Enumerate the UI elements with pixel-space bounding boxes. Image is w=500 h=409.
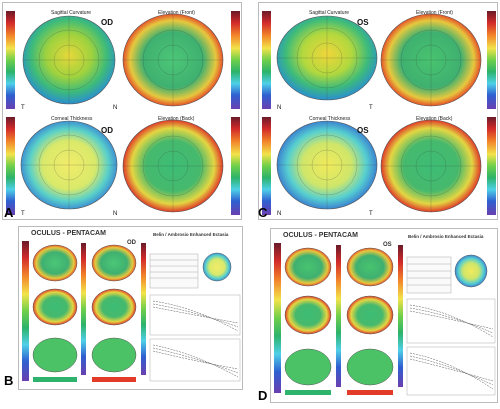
panel-c-map-1-title: Sagittal Curvature [309, 10, 349, 16]
panel-c-letter: C [258, 205, 268, 220]
panel-c-eye-label-2: OS [357, 126, 369, 135]
panel-a-nasal: N [113, 105, 117, 111]
panel-a-map-1-title: Sagittal Curvature [51, 10, 91, 16]
panel-d: OCULUS - PENTACAM Belin / Ambrosio Enhan… [270, 228, 498, 403]
panel-c-map-3-title: Corneal Thickness [309, 116, 351, 122]
panel-a-eye-label: OD [101, 18, 113, 27]
panel-c-temporal-2: T [369, 211, 373, 217]
panel-d-letter: D [258, 388, 268, 403]
panel-c-eye-label: OS [357, 18, 369, 27]
panel-b-graphic [22, 241, 241, 382]
panel-d-title: Belin / Ambrosio Enhanced Ectasia [408, 234, 484, 239]
panel-c: Sagittal Curvature Elevation (Front) Cor… [258, 2, 498, 220]
panel-d-graphic [274, 243, 496, 396]
panel-c-nasal-2: N [277, 211, 281, 217]
panel-a-graphic: Sagittal Curvature Elevation (Front) Cor… [6, 10, 240, 217]
panel-c-map-4-title: Elevation (Back) [416, 116, 453, 122]
panel-d-eye-label: OS [383, 242, 392, 248]
panel-a-nasal-2: N [113, 211, 117, 217]
panel-c-nasal: N [277, 105, 281, 111]
panel-a-temporal: T [21, 105, 25, 111]
panel-b-letter: B [4, 373, 14, 388]
panel-c-graphic: Sagittal Curvature Elevation (Front) Cor… [262, 10, 496, 217]
panel-c-temporal: T [369, 105, 373, 111]
panel-a-temporal-2: T [21, 211, 25, 217]
panel-b: OCULUS - PENTACAM Belin / Ambrosio Enhan… [18, 226, 243, 390]
panel-b-brand: OCULUS - PENTACAM [31, 230, 106, 237]
panel-a-map-3-title: Corneal Thickness [51, 116, 93, 122]
panel-a-map-2-title: Elevation (Front) [158, 10, 195, 16]
panel-a-map-4-title: Elevation (Back) [158, 116, 195, 122]
panel-a-eye-label-2: OD [101, 126, 113, 135]
panel-c-map-2-title: Elevation (Front) [416, 10, 453, 16]
panel-a: Sagittal Curvature Elevation (Front) Cor… [2, 2, 242, 220]
panel-b-title: Belin / Ambrosio Enhanced Ectasia [153, 232, 229, 237]
panel-b-eye-label: OD [127, 240, 136, 246]
panel-d-brand: OCULUS - PENTACAM [283, 232, 358, 239]
panel-a-letter: A [4, 205, 14, 220]
